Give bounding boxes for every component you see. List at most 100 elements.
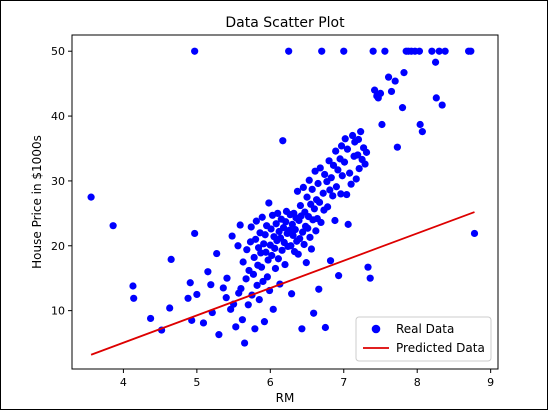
scatter-point — [332, 183, 341, 191]
scatter-point — [238, 316, 246, 324]
scatter-point — [285, 47, 293, 55]
x-tick-label-0: 4 — [120, 376, 127, 389]
scatter-point — [326, 257, 335, 265]
scatter-point — [257, 263, 266, 271]
scatter-point — [400, 69, 408, 77]
scatter-point — [369, 47, 377, 55]
x-tick-label-5: 9 — [487, 376, 494, 389]
scatter-point — [130, 294, 138, 302]
scatter-point — [340, 158, 349, 166]
scatter-point — [318, 47, 326, 55]
y-tick-label-0: 10 — [51, 305, 65, 318]
scatter-point — [325, 157, 333, 165]
scatter-point — [285, 226, 294, 234]
scatter-point — [364, 263, 372, 271]
scatter-point — [241, 339, 249, 347]
scatter-point — [348, 131, 357, 140]
scatter-point — [376, 89, 385, 97]
scatter-point — [289, 231, 297, 239]
axis-ticks: 4 5 6 7 8 9 10 20 30 40 50 — [51, 45, 494, 389]
scatter-point — [244, 301, 252, 309]
scatter-point — [310, 309, 318, 317]
scatter-point — [343, 190, 351, 199]
scatter-point — [260, 318, 269, 326]
scatter-point — [252, 235, 260, 243]
scatter-point — [260, 240, 268, 248]
x-axis-label: RM — [276, 391, 295, 405]
scatter-point — [199, 319, 208, 327]
scatter-point — [294, 250, 302, 258]
y-tick-label-1: 20 — [51, 240, 65, 253]
scatter-point — [191, 229, 199, 238]
scatter-point — [282, 218, 290, 226]
scatter-point — [331, 216, 339, 225]
scatter-point — [299, 183, 307, 192]
y-tick-label-2: 30 — [51, 175, 65, 188]
scatter-point — [247, 223, 255, 231]
scatter-point — [213, 249, 221, 258]
scatter-point — [236, 221, 244, 229]
scatter-point — [271, 264, 280, 273]
scatter-point — [432, 94, 440, 102]
scatter-point — [184, 294, 192, 302]
chart-title: Data Scatter Plot — [225, 15, 345, 31]
y-tick-label-4: 50 — [51, 45, 65, 58]
scatter-point — [327, 174, 335, 182]
scatter-point — [293, 187, 302, 195]
scatter-point — [223, 274, 231, 282]
scatter-point — [346, 169, 354, 177]
scatter-point — [252, 217, 260, 225]
scatter-point — [303, 193, 311, 201]
scatter-point — [146, 314, 155, 323]
scatter-point — [329, 161, 338, 169]
scatter-point — [234, 242, 242, 250]
scatter-point — [334, 166, 342, 174]
scatter-point — [332, 147, 340, 155]
scatter-point — [279, 224, 288, 232]
scatter-point — [371, 86, 379, 94]
scatter-point — [307, 245, 316, 253]
scatter-point — [347, 180, 355, 188]
x-tick-label-2: 6 — [267, 376, 274, 389]
scatter-point — [109, 222, 117, 230]
scatter-point — [335, 272, 343, 280]
scatter-point — [431, 58, 440, 66]
scatter-point — [243, 246, 251, 254]
scatter-point — [299, 228, 307, 236]
scatter-point — [315, 198, 324, 206]
scatter-point — [291, 225, 299, 234]
scatter-point — [167, 255, 175, 263]
scatter-point — [354, 135, 363, 144]
scatter-point — [362, 148, 371, 156]
plot-area — [71, 34, 499, 370]
x-tick-label-4: 8 — [414, 376, 421, 389]
scatter-point — [337, 142, 346, 150]
scatter-point — [381, 47, 389, 55]
scatter-point — [166, 304, 174, 312]
scatter-point — [306, 233, 314, 241]
scatter-point — [296, 235, 304, 243]
scatter-point — [326, 186, 334, 194]
scatter-point — [321, 323, 329, 332]
scatter-point — [416, 120, 424, 129]
scatter-point — [278, 246, 286, 254]
scatter-point — [87, 193, 95, 201]
x-tick-label-1: 5 — [193, 376, 200, 389]
scatter-point — [391, 77, 399, 85]
scatter-point — [470, 229, 479, 238]
scatter-point — [355, 165, 363, 173]
scatter-point — [324, 203, 332, 211]
scatter-point — [340, 47, 348, 55]
legend: Real Data Predicted Data — [355, 316, 492, 362]
y-tick-label-3: 40 — [51, 110, 65, 123]
scatter-point — [288, 290, 296, 298]
scatter-point — [310, 205, 318, 213]
scatter-point — [344, 220, 352, 228]
scatter-point — [312, 227, 320, 235]
scatter-point — [279, 137, 287, 145]
scatter-point — [384, 73, 393, 81]
scatter-point — [321, 170, 329, 179]
scatter-point — [207, 281, 215, 289]
legend-marker-real — [371, 324, 381, 334]
scatter-point — [319, 189, 327, 197]
